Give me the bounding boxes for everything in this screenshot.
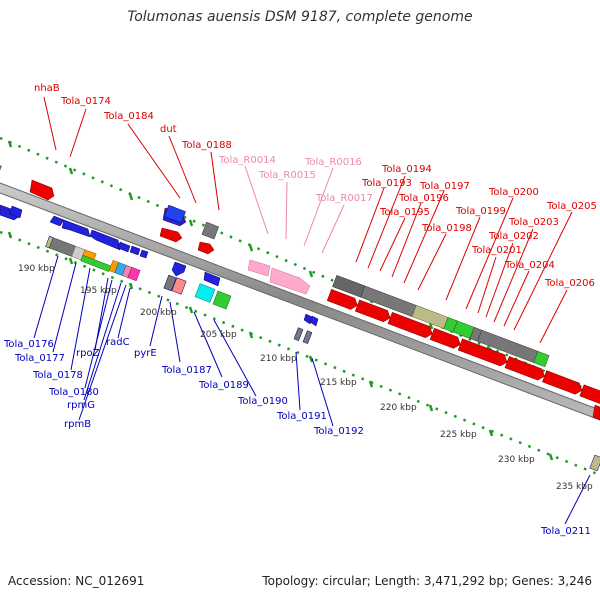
gene-label-rpmg: rpmG (67, 400, 95, 411)
gene-label-tola-0202: Tola_0202 (489, 231, 539, 242)
scale-label: 210 kbp (260, 354, 297, 364)
map-title: Tolumonas auensis DSM 9187, complete gen… (127, 9, 473, 25)
gene-label-tola-0178: Tola_0178 (33, 370, 83, 381)
gene-label-tola-0194: Tola_0194 (382, 164, 432, 175)
gene-label-tola-0187: Tola_0187 (162, 365, 212, 376)
gene-label-tola-0206: Tola_0206 (545, 278, 595, 289)
gene-label-tola-0203: Tola_0203 (509, 217, 559, 228)
topology-label: Topology: circular; Length: 3,471,292 bp… (262, 574, 592, 588)
gene-label-tola-0192: Tola_0192 (314, 426, 364, 437)
gene-label-nhab: nhaB (34, 83, 60, 94)
gene-label-tola-r0017: Tola_R0017 (316, 193, 373, 204)
gene-label-tola-0180: Tola_0180 (49, 387, 99, 398)
gene-label-tola-0200: Tola_0200 (489, 187, 539, 198)
rna-leaders (244, 165, 345, 254)
gene-label-tola-0189: Tola_0189 (199, 380, 249, 391)
rna-cluster (247, 259, 311, 295)
gene-label-tola-0193: Tola_0193 (362, 178, 412, 189)
gene-label-rpmb: rpmB (64, 419, 92, 430)
gene-label-tola-r0016: Tola_R0016 (305, 157, 362, 168)
gene-label-radc: radC (106, 337, 130, 348)
scale-label: 190 kbp (18, 264, 55, 274)
gene-label-tola-0188: Tola_0188 (182, 140, 232, 151)
reverse-genes (0, 204, 600, 472)
gene-label-tola-0199: Tola_0199 (456, 206, 506, 217)
forward-genes (0, 161, 600, 421)
reverse-leaders (33, 255, 591, 525)
scale-label: 205 kbp (200, 330, 237, 340)
gene-label-tola-0211: Tola_0211 (541, 526, 591, 537)
gene-label-tola-0198: Tola_0198 (422, 223, 472, 234)
scale-label: 215 kbp (320, 378, 357, 388)
gene-label-tola-0184: Tola_0184 (104, 111, 154, 122)
gene-label-rpoz: rpoZ (76, 348, 100, 359)
gene-label-tola-r0014: Tola_R0014 (219, 155, 276, 166)
accession-label: Accession: NC_012691 (8, 574, 145, 588)
gene-label-tola-0204: Tola_0204 (505, 260, 555, 271)
forward-leaders (43, 96, 573, 344)
scale-label: 195 kbp (80, 286, 117, 296)
gene-label-tola-r0015: Tola_R0015 (259, 170, 316, 181)
scale-label: 200 kbp (140, 308, 177, 318)
gene-label-tola-0177: Tola_0177 (15, 353, 65, 364)
gene-label-tola-0176: Tola_0176 (4, 339, 54, 350)
gene-label-tola-0201: Tola_0201 (472, 245, 522, 256)
scale-label: 235 kbp (556, 482, 593, 492)
gene-label-dut: dut (160, 124, 177, 135)
gene-label-pyre: pyrE (134, 348, 157, 359)
gene-label-tola-0190: Tola_0190 (238, 396, 288, 407)
scale-label: 230 kbp (498, 455, 535, 465)
gene-label-tola-0196: Tola_0196 (399, 193, 449, 204)
scale-label: 225 kbp (440, 430, 477, 440)
gene-label-tola-0197: Tola_0197 (420, 181, 470, 192)
scale-label: 220 kbp (380, 403, 417, 413)
gene-label-tola-0174: Tola_0174 (61, 96, 111, 107)
gene-label-tola-0191: Tola_0191 (277, 411, 327, 422)
genome-backbone (0, 182, 600, 421)
gene-label-tola-0205: Tola_0205 (547, 201, 597, 212)
gene-label-tola-0195: Tola_0195 (380, 207, 430, 218)
